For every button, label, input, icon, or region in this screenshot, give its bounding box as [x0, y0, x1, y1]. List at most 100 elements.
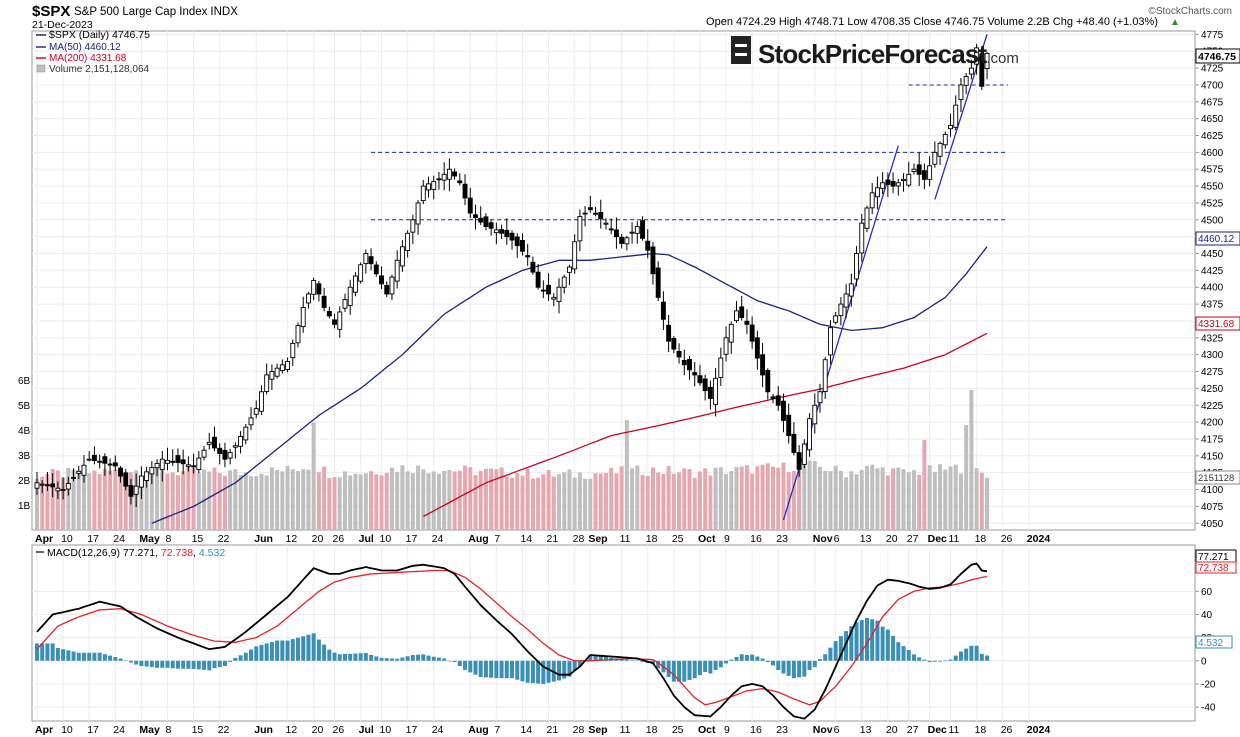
volume-bar	[771, 466, 776, 530]
candle-up	[827, 327, 833, 356]
candle-down	[697, 375, 703, 384]
volume-bar	[953, 464, 958, 530]
volume-bar	[421, 469, 426, 530]
volume-bar	[489, 468, 494, 530]
signal-badge	[1195, 561, 1237, 574]
macd-histogram-bar	[316, 639, 321, 661]
volume-bar	[222, 475, 227, 530]
volume-bar	[656, 472, 661, 530]
volume-bar	[499, 467, 504, 530]
volume-bar	[802, 465, 807, 530]
candle-down	[885, 179, 891, 185]
candle-up	[880, 182, 886, 189]
volume-bar	[363, 473, 368, 530]
macd-histogram-bar	[108, 655, 113, 661]
candle-up	[629, 231, 635, 234]
volume-bar	[196, 472, 201, 530]
candle-up	[723, 337, 729, 355]
volume-bar	[238, 474, 243, 530]
change-up-icon: ▲	[1170, 17, 1180, 28]
candle-up	[566, 266, 572, 273]
macd-histogram-bar	[489, 660, 494, 678]
date-tick-label: 20	[312, 533, 324, 545]
macd-histogram-bar	[849, 626, 854, 661]
candle-down	[760, 354, 766, 376]
chart-date: 21-Dec-2023	[32, 19, 93, 31]
macd-histogram-bar	[155, 660, 160, 668]
candle-up	[551, 296, 557, 300]
volume-bar	[102, 468, 107, 530]
volume-bar	[118, 471, 123, 530]
macd-histogram-bar	[692, 660, 697, 679]
candle-up	[874, 187, 880, 198]
candle-up	[232, 445, 238, 448]
macd-histogram-bar	[149, 660, 154, 668]
candle-down	[44, 484, 50, 487]
date-tick-label: 6	[834, 724, 840, 736]
macd-histogram-bar	[311, 633, 316, 661]
macd-histogram-bar	[938, 660, 943, 662]
macd-histogram-bar	[212, 660, 217, 669]
date-tick-label: 28	[573, 533, 585, 545]
volume-badge-text: 2151128	[1198, 473, 1234, 484]
volume-bar	[828, 471, 833, 530]
candle-up	[352, 275, 358, 293]
macd-histogram-bar	[175, 660, 180, 669]
volume-bar	[311, 422, 316, 530]
macd-histogram-bar	[557, 660, 561, 681]
macd-lines	[36, 562, 988, 720]
volume-bar	[66, 467, 71, 530]
volume-legend: Volume 2,151,128,064	[49, 64, 150, 75]
price-tick-label: 4250	[1201, 384, 1224, 395]
date-tick-label: 12	[286, 533, 298, 545]
macd-histogram-bar	[228, 660, 233, 662]
candle-down	[739, 306, 745, 319]
macd-histogram-bar	[332, 652, 337, 661]
macd-histogram-bar	[713, 660, 718, 671]
macd-histogram-bar	[431, 656, 436, 661]
candle-down	[749, 324, 755, 342]
candle-down	[786, 414, 792, 437]
macd-histogram-bar	[781, 660, 786, 674]
date-tick-label: 10	[380, 724, 392, 736]
macd-histogram-bar	[901, 646, 906, 661]
volume-bar	[932, 471, 937, 530]
stockcharts-watermark: ©StockCharts.com	[1148, 6, 1232, 17]
macd-histogram-bar	[259, 644, 264, 661]
macd-histogram-bar	[128, 660, 133, 663]
macd-histogram-bar	[233, 657, 238, 661]
macd-histogram-bar	[948, 659, 953, 661]
macd-histogram-bar	[217, 660, 222, 668]
volume-bar	[562, 472, 567, 530]
macd-histogram-bar	[979, 653, 984, 661]
macd-histogram-bar	[296, 637, 300, 661]
macd-histogram-bar	[87, 652, 92, 661]
date-tick-label: 8	[166, 724, 172, 736]
volume-tick-label: 2B	[18, 476, 31, 487]
macd-histogram-bar	[264, 643, 269, 661]
candle-up	[243, 426, 249, 441]
candle-up	[405, 232, 411, 251]
candle-down	[791, 433, 797, 453]
brand-bar-stripe	[735, 53, 747, 56]
macd-histogram-bar	[718, 660, 723, 668]
volume-bar	[666, 466, 671, 530]
candle-up	[201, 449, 207, 458]
volume-bar	[400, 465, 405, 530]
date-axis-top: Apr 10 17 24 May 8 15 22 Jun 12 20 26 Jul 10 17 24 Aug 7 1…	[35, 533, 1050, 545]
candle-up	[420, 185, 426, 202]
macd-histogram-bar	[452, 660, 457, 662]
volume-bar	[483, 468, 488, 530]
volume-bar	[494, 469, 499, 530]
candle-down	[979, 53, 985, 87]
macd-histogram-bar	[974, 645, 979, 661]
ma200-badge-text: 4331.68	[1198, 319, 1235, 330]
volume-bar	[269, 467, 274, 530]
volume-bar	[71, 469, 76, 530]
candle-down	[112, 462, 118, 467]
date-tick-label: 26	[1001, 724, 1013, 736]
macd-histogram-bar	[290, 639, 295, 661]
candle-down	[765, 370, 771, 393]
candle-up	[812, 404, 818, 425]
volume-bar	[35, 478, 39, 530]
